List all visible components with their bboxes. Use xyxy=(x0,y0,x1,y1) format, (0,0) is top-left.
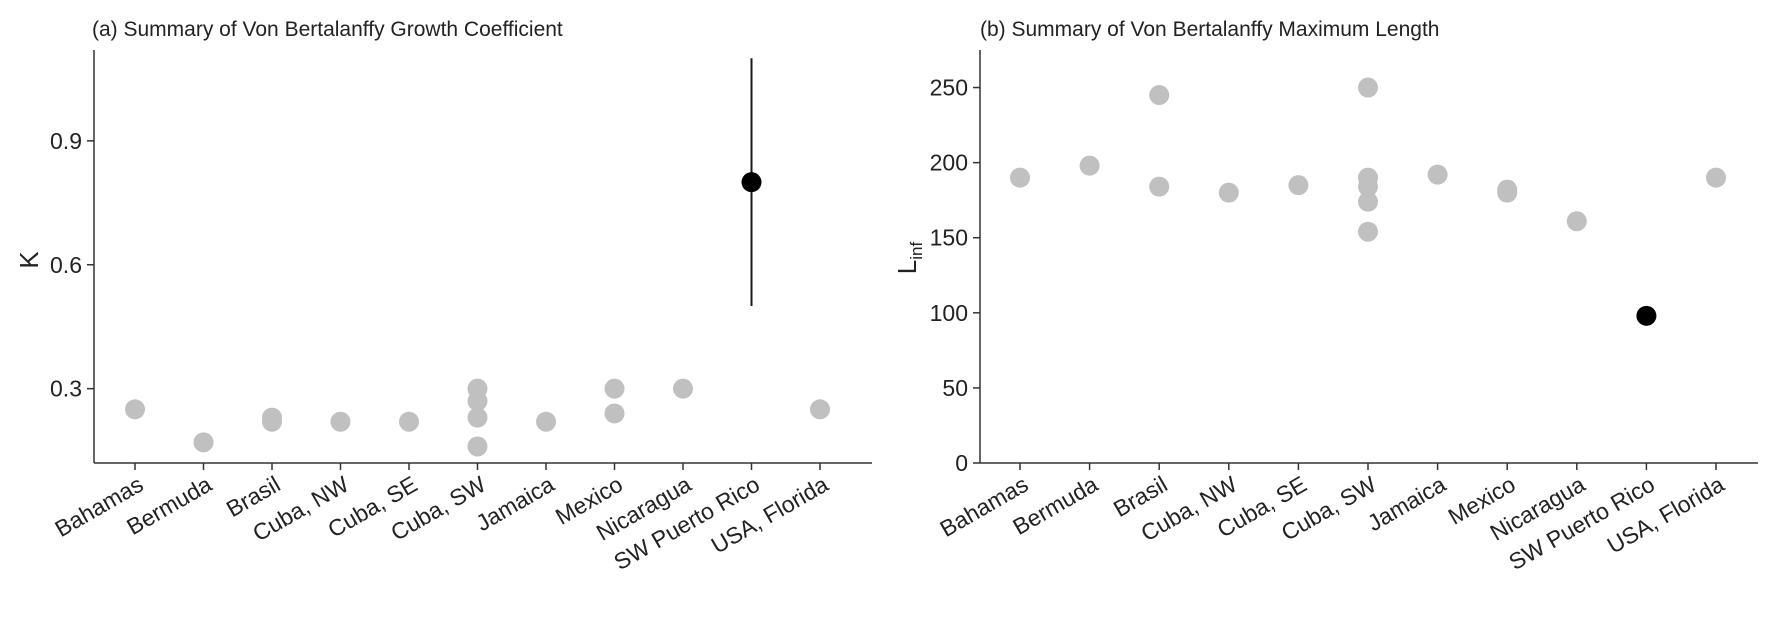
panel-b-y-ticks: 0 50 100 150 200 250 xyxy=(930,75,980,476)
panel-a-point-literature-cuba-sw xyxy=(467,391,488,412)
panel-a-point-literature-mexico xyxy=(604,403,625,424)
panel-b-x-tick-label-jamaica: Jamaica xyxy=(1363,471,1450,536)
panel-a-point-literature-cuba-nw xyxy=(330,411,351,432)
panel-a-y-ticks: 0.3 0.6 0.9 xyxy=(50,128,94,402)
panel-b-y-axis-label-main: L xyxy=(892,260,922,274)
panel-a-point-literature-cuba-se xyxy=(399,411,419,432)
panel-a-y-tick-label: 0.9 xyxy=(50,128,82,154)
panel-a-y-tick-label: 0.3 xyxy=(50,376,82,402)
panel-b-point-literature-cuba-sw xyxy=(1358,77,1378,98)
panel-b-y-tick-label: 250 xyxy=(930,75,968,101)
panel-a-point-literature-nicaragua xyxy=(673,378,693,399)
panel-b: (b) Summary of Von Bertalanffy Maximum L… xyxy=(892,18,1758,575)
panel-b-y-tick-label: 150 xyxy=(930,225,968,251)
panel-b-y-tick-label: 100 xyxy=(930,300,968,326)
panel-b-point-literature-mexico xyxy=(1497,182,1518,203)
panel-a-point-literature-cuba-sw xyxy=(467,407,488,428)
panel-b-point-literature-jamaica xyxy=(1427,164,1448,185)
panel-b-point-literature-cuba-nw xyxy=(1218,182,1239,203)
panel-b-point-literature-brasil xyxy=(1149,176,1170,197)
panel-a-title: (a) Summary of Von Bertalanffy Growth Co… xyxy=(92,18,563,41)
panel-b-point-literature-brasil xyxy=(1149,85,1170,106)
panel-a-point-literature-mexico xyxy=(604,378,625,399)
panel-a-data-points xyxy=(125,58,830,457)
panel-a-point-literature-usa-florida xyxy=(810,399,830,420)
panel-b-y-tick-label: 0 xyxy=(955,450,968,476)
panel-a-point-this-study-sw-puerto-rico xyxy=(741,172,762,193)
panel-a-point-literature-cuba-sw xyxy=(467,436,488,457)
panel-b-point-literature-nicaragua xyxy=(1566,211,1587,232)
panel-b-point-literature-bahamas xyxy=(1010,167,1030,188)
panel-a-point-literature-jamaica xyxy=(536,411,556,432)
panel-b-point-literature-bermuda xyxy=(1079,155,1100,176)
panel-b-point-literature-cuba-sw xyxy=(1358,221,1378,242)
panel-a-point-literature-brasil xyxy=(262,411,282,432)
panel-a-x-tick-label-jamaica: Jamaica xyxy=(471,471,558,536)
panel-b-y-tick-label: 50 xyxy=(942,375,968,401)
panel-b-y-tick-label: 200 xyxy=(930,150,968,176)
panel-a: (a) Summary of Von Bertalanffy Growth Co… xyxy=(14,18,872,575)
panel-b-point-literature-cuba-sw xyxy=(1358,191,1378,212)
panel-b-y-axis-label-subscript: inf xyxy=(907,242,926,260)
panel-a-y-tick-label: 0.6 xyxy=(50,252,82,278)
panel-b-point-literature-cuba-se xyxy=(1288,175,1309,196)
panel-b-data-points xyxy=(1010,77,1726,326)
panel-a-point-literature-bermuda xyxy=(193,432,214,453)
panel-b-point-literature-cuba-sw xyxy=(1358,176,1378,197)
panel-b-title: (b) Summary of Von Bertalanffy Maximum L… xyxy=(980,18,1439,41)
panel-a-y-axis-label: K xyxy=(14,251,44,269)
panel-b-y-axis-label: Linf xyxy=(892,242,926,275)
panel-b-point-literature-usa-florida xyxy=(1706,167,1726,188)
panel-b-point-this-study-sw-puerto-rico xyxy=(1636,305,1657,326)
panel-a-point-literature-bahamas xyxy=(125,399,145,420)
